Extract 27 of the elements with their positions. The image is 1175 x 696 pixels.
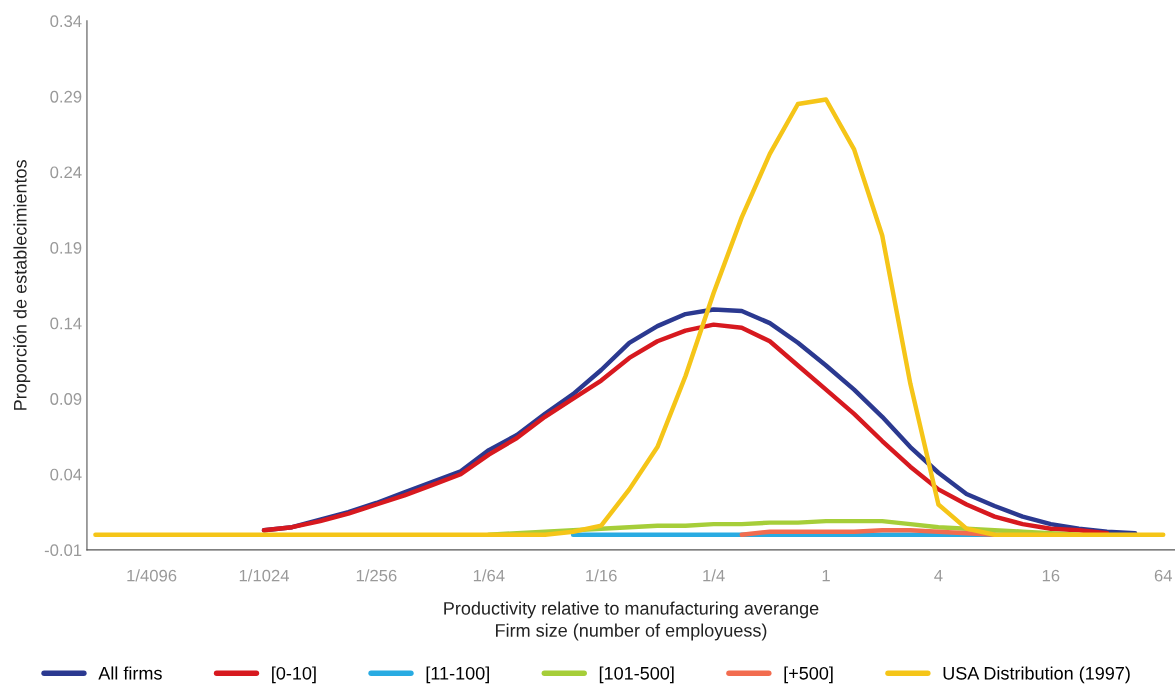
legend-label: [+500] <box>784 666 833 684</box>
y-tick-label: 0.04 <box>50 468 82 481</box>
y-axis-title: Proporción de establecimientos <box>13 160 31 410</box>
x-tick-label: 1/256 <box>356 569 397 582</box>
legend-label: All firms <box>98 666 162 680</box>
legend-label: [101-500] <box>599 666 674 684</box>
y-tick-label: 0.09 <box>50 393 82 405</box>
x-axis-title: Productivity relative to manufacturing averange Firm size (number of employuess) <box>444 601 819 641</box>
x-tick-label: 64 <box>1154 569 1173 582</box>
legend-label: [0-10] <box>272 666 316 684</box>
x-tick-label: 1/4 <box>703 569 725 582</box>
x-tick-label: 1/1024 <box>239 569 289 582</box>
x-tick-label: 1/4096 <box>127 569 177 582</box>
legend-label: USA Distribution (1997) <box>943 666 1130 684</box>
legend-label: [11-100] <box>426 666 489 684</box>
x-tick-label: 1/16 <box>586 569 617 582</box>
y-tick-label: 0.19 <box>50 241 82 254</box>
x-tick-label: 16 <box>1042 569 1060 582</box>
y-tick-label: 0.24 <box>50 166 82 179</box>
y-tick-label: -0.01 <box>44 544 82 557</box>
y-tick-label: 0.14 <box>50 317 82 330</box>
x-tick-label: 4 <box>934 569 943 582</box>
x-tick-label: 1/64 <box>473 569 505 582</box>
x-tick-label: 1 <box>822 569 830 582</box>
y-tick-label: 0.29 <box>50 90 82 103</box>
line-series <box>93 97 1166 537</box>
y-tick-label: 0.34 <box>50 15 82 28</box>
